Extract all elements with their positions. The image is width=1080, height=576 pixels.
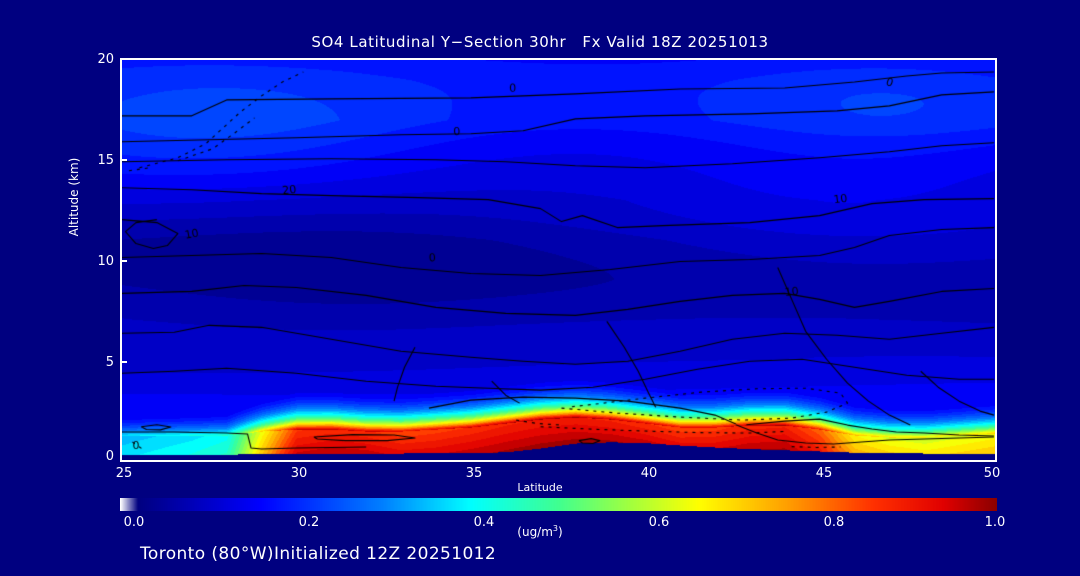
colorbar-units-main: (ug/m xyxy=(517,525,553,539)
x-tick-25: 25 xyxy=(115,466,133,481)
y-tick-20: 20 xyxy=(97,52,114,67)
x-tick-50: 50 xyxy=(983,466,1001,481)
y-tick-0: 0 xyxy=(105,449,114,464)
colorbar-units: (ug/m3) xyxy=(0,524,1080,539)
x-tick-35: 35 xyxy=(465,466,483,481)
colorbar-tick-4: 0.8 xyxy=(823,515,845,530)
y-tickmark-0 xyxy=(120,460,127,462)
colorbar-tick-0: 0.0 xyxy=(123,515,145,530)
plot-area xyxy=(120,58,997,462)
y-tickmark-10 xyxy=(120,260,127,262)
y-tickmark-20 xyxy=(120,58,127,60)
y-tickmark-5 xyxy=(120,361,127,363)
y-tick-15: 15 xyxy=(97,153,114,168)
colorbar-tick-3: 0.6 xyxy=(648,515,670,530)
colorbar xyxy=(120,498,997,511)
y-tickmark-15 xyxy=(120,159,127,161)
x-tick-40: 40 xyxy=(640,466,658,481)
x-tick-30: 30 xyxy=(290,466,308,481)
colorbar-tick-1: 0.2 xyxy=(298,515,320,530)
colorbar-gradient xyxy=(120,498,997,511)
colorbar-tick-5: 1.0 xyxy=(984,515,1006,530)
colorbar-units-exponent: 3 xyxy=(552,524,559,533)
y-tick-5: 5 xyxy=(105,355,114,370)
cross-section-heatmap xyxy=(122,60,995,460)
x-tick-45: 45 xyxy=(815,466,833,481)
colorbar-tick-2: 0.4 xyxy=(473,515,495,530)
colorbar-units-tail: ) xyxy=(558,525,563,539)
chart-title: SO4 Latitudinal Y−Section 30hr Fx Valid … xyxy=(311,33,769,51)
figure-caption: Toronto (80°W)Initialized 12Z 20251012 xyxy=(140,544,497,564)
y-axis-label: Altitude (km) xyxy=(67,157,81,237)
y-tick-10: 10 xyxy=(97,254,114,269)
x-axis-label: Latitude xyxy=(517,481,563,494)
